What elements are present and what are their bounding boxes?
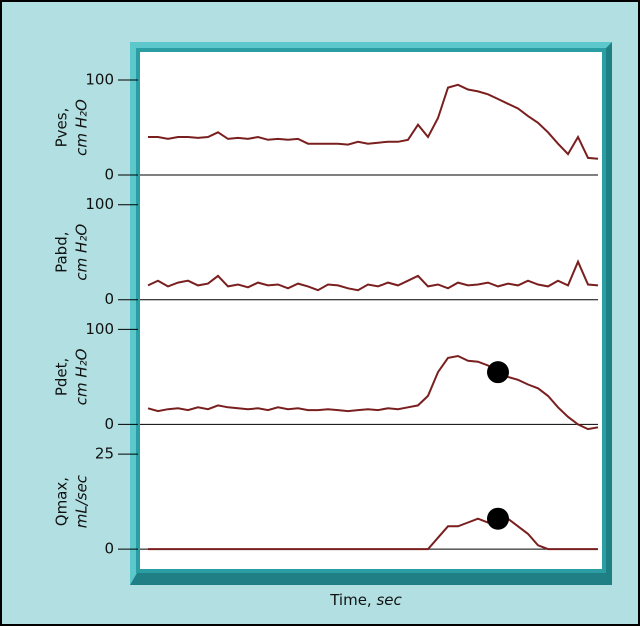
y-tick-label: 0 xyxy=(104,290,114,308)
y-label: mL/sec xyxy=(73,474,91,528)
plot-area xyxy=(140,52,602,569)
y-label: cm H₂O xyxy=(73,348,91,405)
x-unit: sec xyxy=(376,591,402,609)
y-label: Pdet, xyxy=(53,358,71,396)
highlight-point xyxy=(487,507,509,530)
y-tick-label: 25 xyxy=(95,445,114,463)
y-label: cm H₂O xyxy=(73,224,91,281)
data-line xyxy=(147,259,599,292)
y-tick-label: 0 xyxy=(104,166,114,184)
y-tick-label: 0 xyxy=(104,415,114,433)
y-label: Pabd, xyxy=(53,232,71,273)
x-label-text: Time, xyxy=(329,591,371,609)
y-tick-label: 0 xyxy=(104,540,114,558)
data-line xyxy=(148,517,598,551)
y-tick-label: 100 xyxy=(85,320,114,338)
y-label: Pves, xyxy=(53,108,71,148)
frame xyxy=(136,48,606,573)
y-tick-label: 100 xyxy=(85,71,114,89)
data-line xyxy=(148,83,599,160)
x-label: Time, sec xyxy=(329,591,402,609)
data-line xyxy=(147,354,599,431)
y-label: Qmax, xyxy=(53,477,71,526)
y-label: cm H₂O xyxy=(73,99,91,156)
y-tick-label: 100 xyxy=(85,195,114,213)
highlight-point xyxy=(487,361,509,384)
